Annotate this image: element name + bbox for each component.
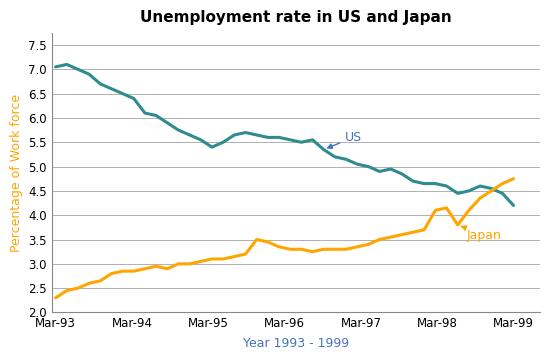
Y-axis label: Percentage of Work force: Percentage of Work force	[10, 94, 23, 252]
Title: Unemployment rate in US and Japan: Unemployment rate in US and Japan	[140, 10, 452, 25]
X-axis label: Year 1993 - 1999: Year 1993 - 1999	[243, 337, 349, 350]
Text: Japan: Japan	[461, 226, 502, 242]
Text: US: US	[328, 131, 362, 148]
